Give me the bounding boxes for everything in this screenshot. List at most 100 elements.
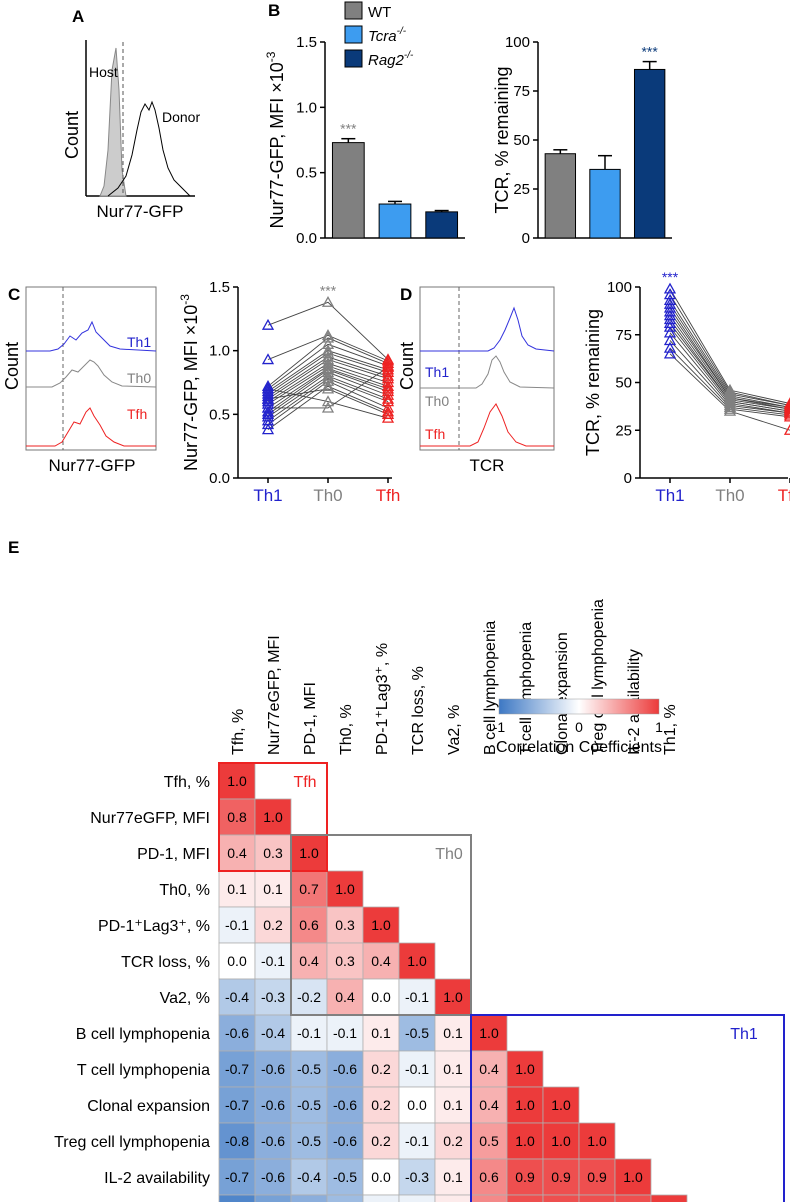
heatmap-cell [326,906,364,944]
heatmap-value: 0.4 [479,1097,499,1113]
nur77-pair-point-th0 [321,331,335,343]
donor-label: Donor [162,109,200,125]
heatmap-cell [362,1158,400,1196]
heatmap-value: 0.3 [335,917,355,933]
heatmap-cell [506,1122,544,1160]
heatmap-value: -0.3 [405,1169,429,1185]
legend-label-rag2: Rag2-/- [368,50,414,69]
tcr-pair-point-tfh [783,397,790,409]
heatmap-value: -0.5 [405,1025,429,1041]
nur77-pair-pair-line [267,334,389,362]
tcr-bar-bar-0 [544,153,577,239]
heatmap-cell [542,1158,580,1196]
heatmap-value: 0.0 [407,1097,427,1113]
tcr-pair-ytick-label: 100 [607,279,632,296]
heatmap-value: 0.8 [227,809,247,825]
nur77-pair-point-tfh [381,360,395,372]
heatmap-cell [398,978,436,1016]
nur77-pair-pair-line [267,388,389,415]
heatmap-col-label: Nur77eGFP, MFI [266,635,283,755]
tcr-pair-point-tfh [783,404,790,416]
heatmap-cell [290,1158,328,1196]
heatmap-cell [218,1194,256,1202]
tcr-pair-point-th0 [723,397,737,409]
nur77-pair-point-th1 [261,410,275,422]
heatmap-row-label: Clonal expansion [87,1098,210,1115]
heatmap-value: 1.0 [515,1097,535,1113]
heatmap-cell [362,906,400,944]
tcr-bar-bar-1 [589,168,621,239]
legend-label-wt: WT [368,4,391,21]
tcr-pair-point-th1 [663,326,677,338]
heatmap-value: -0.2 [297,989,321,1005]
heatmap-cell [470,1158,508,1196]
tcr-pair-xtick-label-tfh: Tfh [778,486,790,505]
heatmap-cell [470,1014,508,1052]
th1-histogram-d [420,306,555,352]
heatmap-cell [398,1050,436,1088]
heatmap-value: 1.0 [479,1025,499,1041]
nur77-pair-point-th1 [261,423,275,435]
nur77-bar-ytick-label: 0.5 [296,165,317,182]
tcr-bar-ytick-label: 75 [513,83,530,100]
tfh-histogram-d [420,403,554,447]
colorbar-max-label: 1 [655,719,663,735]
heatmap-cell [218,1158,256,1196]
heatmap-cell [506,1158,544,1196]
heatmap-value: -0.6 [261,1097,285,1113]
heatmap-cell [326,1122,364,1160]
heatmap-col-label: Clonal expansion [554,632,571,755]
heatmap-value: -0.7 [225,1097,249,1113]
heatmap-value: -0.6 [261,1061,285,1077]
tcr-pair-point-th0 [723,402,737,414]
bar-chart-nur77: 0.0 0.5 1.0 1.5 Nur77-GFP, MFI ×10-3 *** [264,34,465,247]
heatmap-row-label: TCR loss, % [121,954,210,971]
heatmap-value: -0.6 [333,1133,357,1149]
th1-hist-label-d: Th1 [425,364,449,380]
panel-a-xlabel: Nur77-GFP [97,202,184,221]
heatmap-col-label: Tfh, % [230,709,247,755]
th1-histogram-c [26,320,157,352]
heatmap-row-label: Treg cell lymphopenia [54,1134,210,1151]
heatmap-value: -0.6 [261,1169,285,1185]
heatmap-value: -0.1 [297,1025,321,1041]
heatmap-cell [218,942,256,980]
tcr-bar-ytick-label: 0 [522,230,530,247]
nur77-pair-ylabel: Nur77-GFP, MFI ×10-3 [178,294,201,471]
cluster-box-th0 [290,834,472,1016]
heatmap-value: 0.1 [371,1025,391,1041]
colorbar-gradient [498,698,660,715]
tcr-pair-point-tfh [783,402,790,414]
tcr-pair-point-th0 [723,404,737,416]
heatmap-cell [254,942,292,980]
bar-chart-tcr: 0 25 50 75 100 TCR, % remaining *** [492,34,672,247]
heatmap-value: 0.9 [515,1169,535,1185]
heatmap-value: 0.4 [335,989,355,1005]
panel-e-letter: E [8,538,19,557]
panel-d-letter: D [400,285,412,304]
heatmap-row-label: Va2, % [160,990,210,1007]
heatmap-cell [362,1086,400,1124]
tcr-pair-ytick-label: 25 [615,422,632,439]
panel-d-histograms: Th1 Th0 Tfh [419,286,555,451]
nur77-pair-point-tfh [381,407,395,419]
heatmap-value: 0.0 [371,989,391,1005]
panel-b-legend: WT Tcra-/- Rag2-/- [344,1,414,69]
tcr-bar-bar-2 [633,68,666,239]
tfh-hist-label-d: Tfh [425,426,445,442]
heatmap-cell [362,1194,400,1202]
heatmap-cell [578,1194,616,1202]
nur77-pair-point-tfh [381,388,395,400]
tcr-bar-ytick-label: 100 [505,34,530,51]
heatmap-cell [218,1122,256,1160]
nur77-pair-xtick-label-th1: Th1 [253,486,282,505]
nur77-pair-significance: *** [320,282,337,298]
colorbar: -1 0 1 Correlation Coefficients [493,698,663,756]
heatmap-row-label: B cell lymphopenia [76,1026,210,1043]
nur77-bar-significance: *** [340,121,357,137]
heatmap-col-label: TCR loss, % [410,666,427,755]
panel-d-xlabel: TCR [470,456,505,475]
heatmap-cell [578,1158,616,1196]
heatmap-value: 0.4 [227,845,247,861]
